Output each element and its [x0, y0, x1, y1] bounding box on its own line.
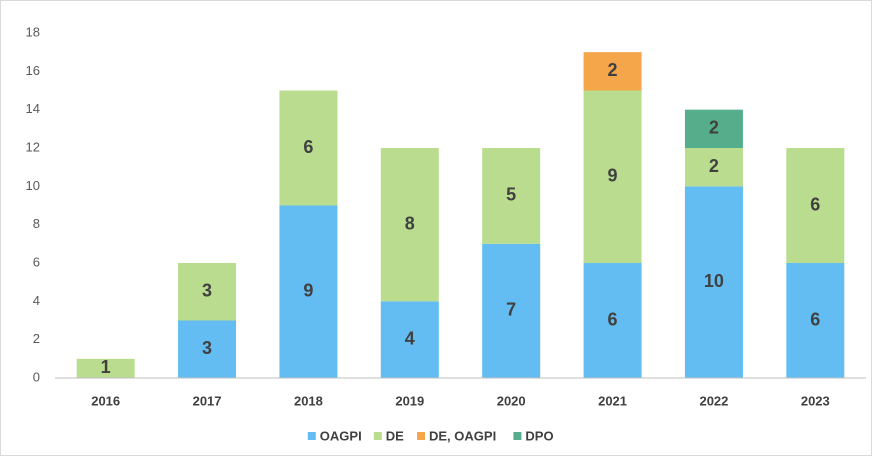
- data-label: 4: [405, 328, 415, 348]
- y-tick-label: 18: [26, 24, 40, 39]
- y-tick-label: 16: [26, 63, 40, 78]
- x-tick-label: 2017: [193, 393, 222, 408]
- x-tick-label: 2022: [699, 393, 728, 408]
- data-label: 6: [303, 137, 313, 157]
- bar-segment: [76, 358, 135, 378]
- bar-segment: [279, 90, 338, 206]
- y-tick-label: 4: [33, 293, 40, 308]
- bar-segment: [583, 52, 642, 91]
- y-tick-label: 8: [33, 216, 40, 231]
- legend-label: DE: [386, 428, 404, 443]
- y-tick-label: 0: [33, 369, 40, 384]
- bar-segment: [482, 243, 541, 378]
- data-label: 9: [303, 281, 313, 301]
- bar-segment: [279, 205, 338, 378]
- x-tick-label: 2020: [497, 393, 526, 408]
- data-label: 3: [202, 281, 212, 301]
- x-tick-label: 2018: [294, 393, 323, 408]
- data-label: 2: [709, 118, 719, 138]
- data-label: 2: [709, 156, 719, 176]
- bar-segment: [583, 263, 642, 378]
- bar-segment: [178, 320, 237, 378]
- legend-swatch: [307, 432, 316, 440]
- x-tick-label: 2019: [395, 393, 424, 408]
- bar-segment: [786, 263, 845, 378]
- x-tick-label: 2021: [598, 393, 627, 408]
- data-label: 6: [608, 309, 618, 329]
- bar-segment: [684, 148, 743, 187]
- legend-swatch: [417, 432, 425, 440]
- y-tick-label: 10: [26, 178, 40, 193]
- bar-segment: [380, 301, 439, 378]
- bar-segment: [786, 148, 845, 263]
- bar-segment: [684, 109, 743, 148]
- data-label: 3: [202, 338, 212, 358]
- bar-segment: [178, 263, 237, 321]
- data-label: 10: [704, 271, 724, 291]
- legend-label: DE, OAGPI: [429, 428, 496, 443]
- legend-label: OAGPI: [320, 428, 362, 443]
- y-tick-label: 6: [33, 254, 40, 269]
- legend-swatch: [513, 432, 522, 440]
- bar-segment: [583, 90, 642, 263]
- data-label: 2: [608, 60, 618, 80]
- y-tick-label: 2: [33, 331, 40, 346]
- data-label: 1: [101, 357, 111, 377]
- data-label: 5: [506, 185, 516, 205]
- y-tick-label: 12: [26, 139, 40, 154]
- data-label: 8: [405, 213, 415, 233]
- data-label: 6: [810, 194, 820, 214]
- y-tick-label: 14: [26, 101, 40, 116]
- legend-label: DPO: [525, 428, 553, 443]
- bar-segment: [380, 148, 439, 302]
- data-label: 9: [608, 166, 618, 186]
- x-tick-label: 2016: [91, 393, 120, 408]
- bar-segment: [482, 148, 541, 244]
- data-label: 6: [810, 309, 820, 329]
- legend-swatch: [373, 432, 382, 440]
- bar-segment: [684, 186, 743, 378]
- data-label: 7: [506, 300, 516, 320]
- x-tick-label: 2023: [801, 393, 830, 408]
